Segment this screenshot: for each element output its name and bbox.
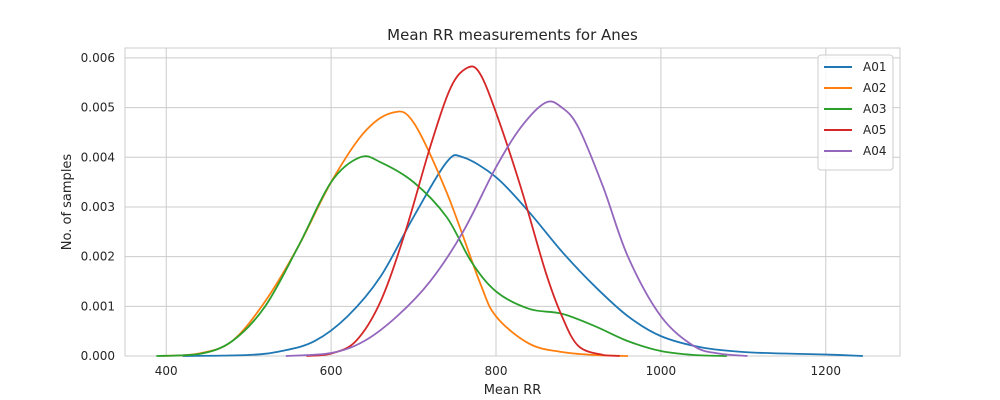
x-tick-label: 1200 bbox=[811, 364, 842, 378]
y-axis-title: No. of samples bbox=[60, 154, 75, 251]
legend-label: A05 bbox=[863, 123, 886, 137]
x-tick-label: 400 bbox=[155, 364, 178, 378]
legend-label: A03 bbox=[863, 102, 886, 116]
legend-label: A02 bbox=[863, 81, 886, 95]
plot-frame bbox=[124, 47, 901, 357]
y-tick-label: 0.005 bbox=[81, 101, 115, 115]
chart-title: Mean RR measurements for Anes bbox=[387, 26, 638, 44]
series-line-a04 bbox=[285, 100, 748, 357]
y-tick-label: 0.002 bbox=[81, 250, 115, 264]
grid bbox=[125, 48, 900, 357]
x-axis-title: Mean RR bbox=[484, 383, 542, 398]
legend-box bbox=[817, 54, 894, 171]
series-line-a01 bbox=[182, 154, 863, 357]
x-tick-label: 800 bbox=[485, 364, 508, 378]
legend: A01 A02 A03 A05 A04 bbox=[817, 54, 894, 171]
y-tick-label: 0.000 bbox=[81, 349, 115, 363]
series-line-a02 bbox=[162, 110, 628, 357]
series-line-a03 bbox=[156, 155, 727, 357]
x-tick-label: 600 bbox=[320, 364, 343, 378]
tick-labels: 400 600 800 1000 1200 0.000 0.001 0.002 0.003 0.0… bbox=[81, 51, 841, 378]
legend-label: A04 bbox=[863, 144, 886, 158]
y-tick-label: 0.001 bbox=[81, 299, 115, 313]
y-tick-label: 0.003 bbox=[81, 200, 115, 214]
legend-label: A01 bbox=[863, 60, 886, 74]
y-tick-label: 0.006 bbox=[81, 51, 115, 65]
series-line-a05 bbox=[306, 65, 620, 357]
y-tick-label: 0.004 bbox=[81, 150, 115, 164]
x-tick-label: 1000 bbox=[646, 364, 677, 378]
series-lines bbox=[156, 65, 863, 357]
